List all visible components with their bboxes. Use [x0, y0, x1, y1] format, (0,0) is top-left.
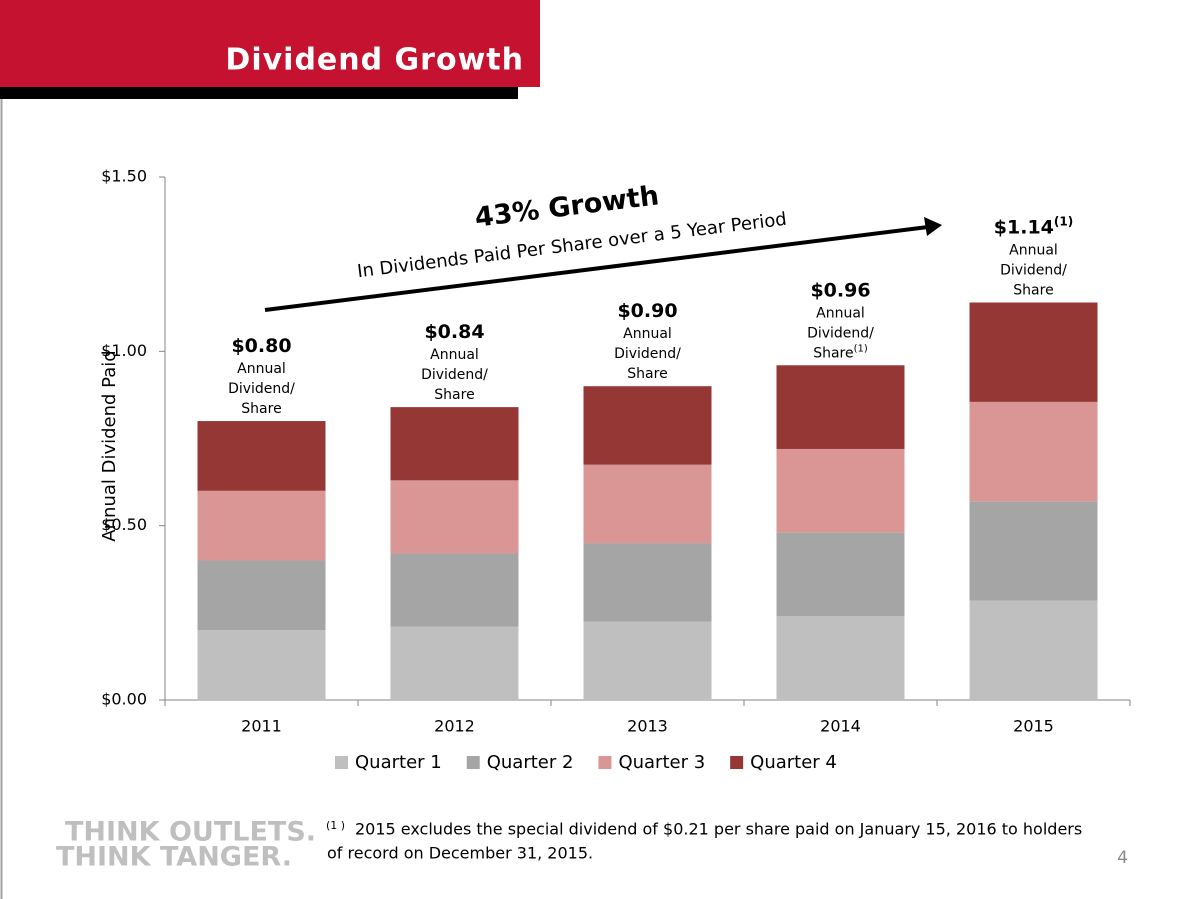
bar-annotation: $0.96 Annual Dividend/Share(1): [807, 279, 874, 362]
annotation-text: Share: [241, 401, 281, 417]
x-tick-label: 2013: [627, 717, 668, 736]
total-value: $0.96: [810, 279, 870, 301]
annotation-line: Dividend/: [614, 346, 681, 362]
x-tick-label: 2015: [1013, 717, 1054, 736]
annotation-line: Share: [1013, 283, 1053, 299]
total-label: $0.96: [810, 279, 870, 301]
annotation-text: Dividend/: [228, 381, 295, 397]
total-note: (1): [1054, 214, 1073, 228]
footnote-line: 2015 excludes the special dividend of $0…: [355, 820, 1082, 839]
bar-segment: [197, 421, 326, 491]
header-underline: [0, 87, 518, 99]
growth-arrow: [264, 225, 929, 312]
legend-label: Quarter 2: [487, 752, 574, 773]
annotation-text: Share: [434, 387, 474, 403]
bar-segment: [390, 553, 519, 627]
bar-annotation: $1.14(1) Annual Dividend/Share: [994, 214, 1073, 298]
annotation-line: Share: [241, 401, 281, 417]
slide-title: Dividend Growth: [225, 43, 524, 78]
bar-segment: [776, 448, 905, 533]
bar-annotation: $0.90 Annual Dividend/Share: [614, 300, 681, 383]
annotation-line: Annual: [623, 326, 672, 342]
legend-label: Quarter 1: [355, 752, 442, 773]
legend-swatch: [598, 756, 612, 769]
bar-segment: [776, 532, 905, 617]
annotation-line: Dividend/: [1000, 263, 1067, 279]
bar-segment: [583, 621, 712, 700]
bar-segment: [776, 365, 905, 449]
legend-swatch: [466, 756, 480, 769]
annotation-text: Dividend/: [807, 325, 874, 341]
arrow-head: [924, 217, 942, 236]
total-value: $1.14: [994, 216, 1054, 238]
annotation-text: Annual: [1009, 243, 1058, 259]
total-label: $1.14(1): [994, 214, 1073, 238]
total-label: $0.90: [617, 300, 677, 322]
annotation-text: Annual: [430, 347, 479, 363]
annotation-text: Annual: [237, 361, 286, 377]
annotation-line: Share: [627, 366, 667, 382]
total-value: $0.84: [424, 321, 484, 343]
page-number: 4: [1117, 848, 1128, 868]
annotation-line: Share: [434, 387, 474, 403]
total-label: $0.84: [424, 321, 484, 343]
annotation-text: Annual: [623, 326, 672, 342]
x-tick-label: 2012: [434, 717, 475, 736]
annotation-text: Share: [1013, 283, 1053, 299]
y-tick-label: $0.00: [101, 690, 147, 709]
y-tick-label: $0.50: [101, 515, 147, 534]
logo-line: THINK OUTLETS.: [65, 817, 316, 848]
annotation-text: Dividend/: [614, 346, 681, 362]
annotation-line: Dividend/: [421, 367, 488, 383]
header-band: [0, 0, 540, 87]
y-axis-title: Annual Dividend Paid: [99, 350, 120, 541]
annotation-line: Dividend/: [228, 381, 295, 397]
annotation-line: Share(1): [813, 343, 868, 361]
bar-segment: [197, 560, 326, 631]
bar-segment: [583, 464, 712, 544]
footnote-marker: (1 ): [326, 819, 345, 832]
annotation-line: Annual: [430, 347, 479, 363]
x-tick-label: 2014: [820, 717, 861, 736]
bar-segment: [776, 616, 905, 700]
total-label: $0.80: [231, 335, 291, 357]
annotation-line: Annual: [237, 361, 286, 377]
bar-segment: [969, 401, 1098, 502]
bar-segment: [197, 630, 326, 700]
legend-label: Quarter 4: [750, 752, 837, 773]
y-tick-label: $1.50: [101, 167, 147, 186]
annotation-text: Dividend/: [1000, 263, 1067, 279]
annotation-line: Annual: [1009, 243, 1058, 259]
x-tick-label: 2011: [241, 717, 282, 736]
bar-segment: [390, 407, 519, 481]
logo-line: THINK TANGER.: [56, 842, 292, 873]
annotation-line: Annual: [816, 305, 865, 321]
legend-swatch: [335, 756, 348, 769]
annotation-text: Share: [627, 366, 667, 382]
annotation-text: Dividend/: [421, 367, 488, 383]
bar-segment: [969, 302, 1098, 402]
total-value: $0.90: [617, 300, 677, 322]
legend-label: Quarter 3: [618, 752, 705, 773]
annotation-text: Annual: [816, 305, 865, 321]
bar-segment: [969, 501, 1098, 601]
bar-segment: [583, 543, 712, 622]
bar-annotation: $0.80 Annual Dividend/Share: [228, 335, 295, 418]
bar-segment: [390, 480, 519, 554]
bar-segment: [390, 626, 519, 700]
bar-segment: [197, 490, 326, 561]
annotation-line: Dividend/: [807, 325, 874, 341]
footnote-line: of record on December 31, 2015.: [327, 844, 593, 863]
annotation-text: Share: [813, 345, 853, 361]
bar-annotation: $0.84 Annual Dividend/Share: [421, 321, 488, 404]
bar-segment: [969, 600, 1098, 700]
legend-swatch: [730, 756, 744, 769]
annotation-note: (1): [854, 343, 868, 354]
y-tick-label: $1.00: [101, 341, 147, 360]
bar-segment: [583, 386, 712, 465]
total-value: $0.80: [231, 335, 291, 357]
